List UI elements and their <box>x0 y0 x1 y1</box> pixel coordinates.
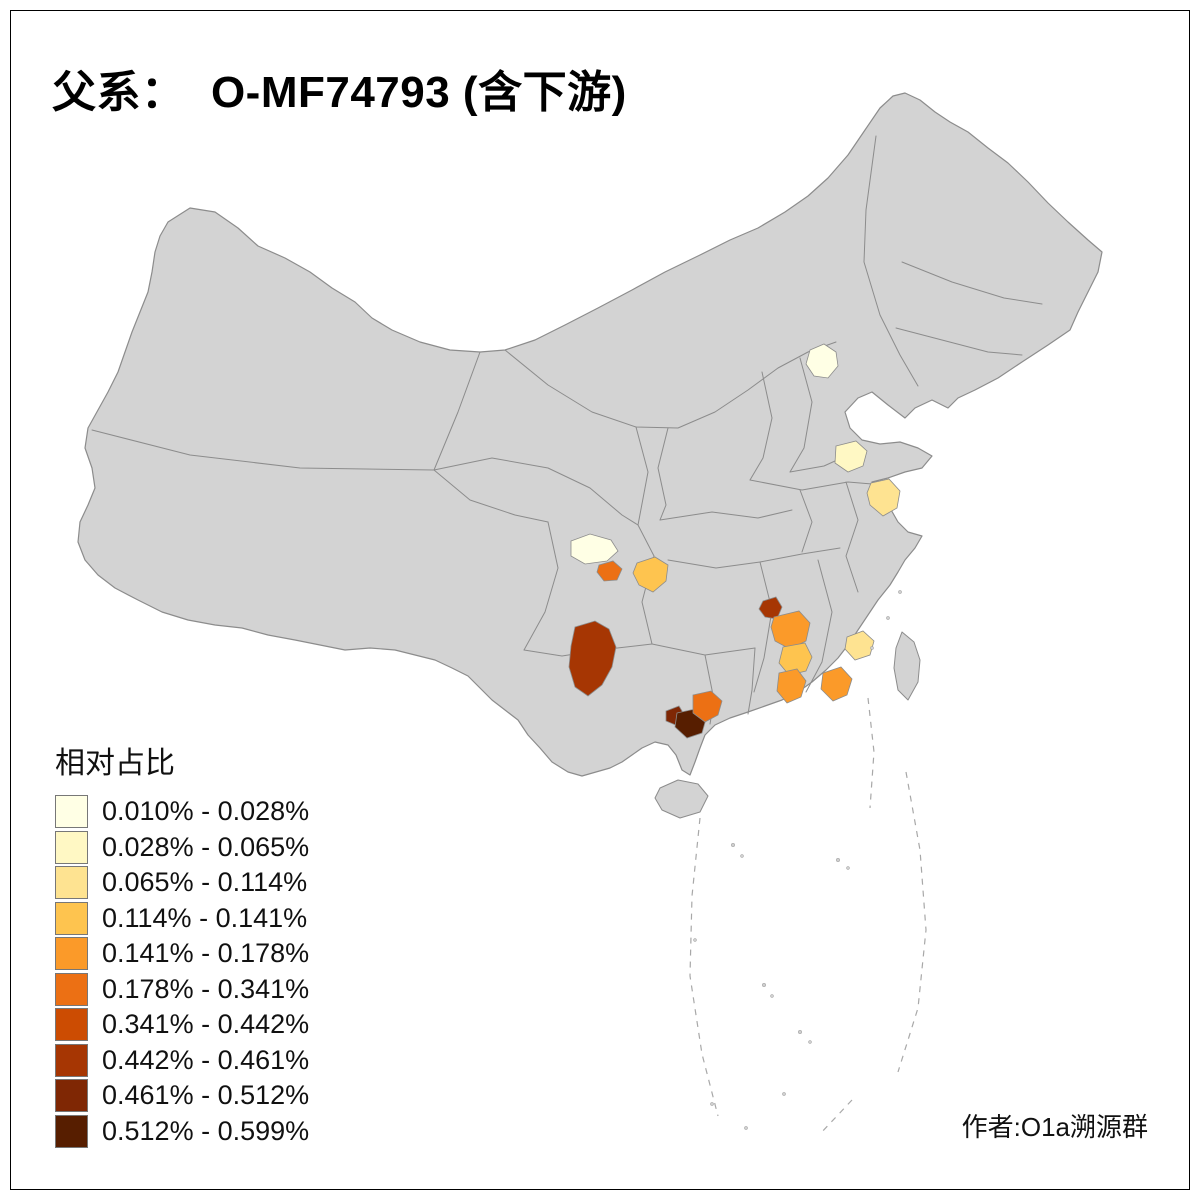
legend-swatch <box>55 1114 88 1148</box>
legend-swatch <box>55 866 88 900</box>
region-central-sichuan <box>570 533 619 565</box>
legend-item: 0.461% - 0.512% <box>55 1078 309 1114</box>
legend-label: 0.461% - 0.512% <box>102 1080 310 1111</box>
province-borders <box>91 135 1043 725</box>
landmass-group <box>77 92 1103 819</box>
legend-item: 0.028% - 0.065% <box>55 830 309 866</box>
legend-item: 0.010% - 0.028% <box>55 794 309 830</box>
legend-swatch <box>55 1043 88 1077</box>
legend-swatch <box>55 795 88 829</box>
legend-label: 0.010% - 0.028% <box>102 796 310 827</box>
hainan-island <box>654 779 709 819</box>
legend-swatch <box>55 830 88 864</box>
legend-label: 0.114% - 0.141% <box>102 902 308 933</box>
legend-item: 0.512% - 0.599% <box>55 1114 309 1150</box>
region-central-yunnan <box>568 620 617 697</box>
legend-item: 0.178% - 0.341% <box>55 972 309 1008</box>
legend-swatch <box>55 1008 88 1042</box>
region-central-jiangxi <box>778 642 813 676</box>
legend-label: 0.178% - 0.341% <box>102 973 310 1004</box>
highlighted-regions <box>568 343 901 739</box>
region-southwest-fujian <box>820 666 853 702</box>
legend-item: 0.065% - 0.114% <box>55 865 309 901</box>
legend-item: 0.442% - 0.461% <box>55 1043 309 1079</box>
page-title: 父系： O-MF74793 (含下游) <box>52 68 627 117</box>
legend-swatch <box>55 937 88 971</box>
legend-title: 相对占比 <box>55 747 175 780</box>
china-landmass <box>77 92 1103 777</box>
region-central-jiangsu <box>866 478 901 517</box>
legend: 相对占比 0.010% - 0.028% 0.028% - 0.065% 0.065… <box>55 738 309 1149</box>
region-central-guangxi <box>692 690 723 723</box>
legend-label: 0.065% - 0.114% <box>102 867 308 898</box>
region-south-jiangxi <box>776 668 807 704</box>
south-china-sea <box>689 590 927 1135</box>
taiwan-island <box>893 631 921 701</box>
legend-label: 0.028% - 0.065% <box>102 831 310 862</box>
nine-dash-line <box>689 697 927 1135</box>
region-south-sichuan <box>596 560 623 582</box>
legend-swatch <box>55 1079 88 1113</box>
author-credit: 作者:O1a溯源群 <box>961 1112 1148 1142</box>
legend-label: 0.512% - 0.599% <box>102 1115 310 1146</box>
legend-swatch <box>55 972 88 1006</box>
legend-item: 0.114% - 0.141% <box>55 901 309 937</box>
legend-items: 0.010% - 0.028% 0.028% - 0.065% 0.065% - 0… <box>55 794 309 1149</box>
region-beijing <box>805 343 839 379</box>
legend-item: 0.141% - 0.178% <box>55 936 309 972</box>
legend-label: 0.141% - 0.178% <box>102 938 310 969</box>
region-west-shandong <box>834 440 868 473</box>
legend-label: 0.442% - 0.461% <box>102 1044 310 1075</box>
island-specks <box>693 590 902 1130</box>
legend-item: 0.341% - 0.442% <box>55 1007 309 1043</box>
region-chongqing <box>632 556 669 593</box>
legend-label: 0.341% - 0.442% <box>102 1009 310 1040</box>
legend-swatch <box>55 901 88 935</box>
region-northeast-fujian <box>844 630 875 661</box>
